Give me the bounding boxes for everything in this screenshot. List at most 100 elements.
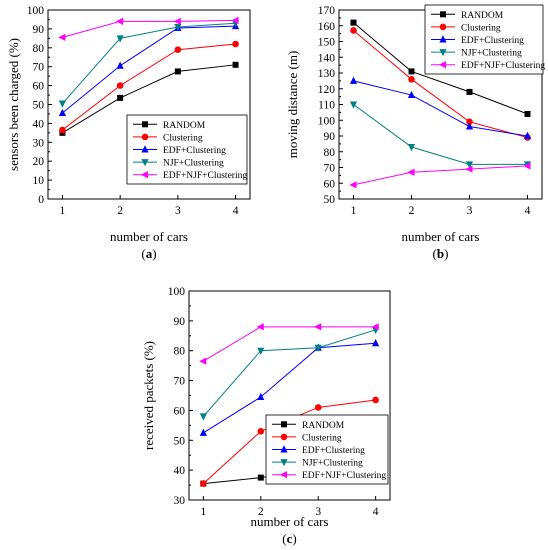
data-point — [117, 94, 124, 101]
legend-marker — [280, 433, 288, 441]
y-tick-label: 30 — [33, 137, 45, 149]
series-edf-njf-clustering — [349, 162, 531, 189]
data-point — [465, 165, 473, 173]
data-point — [257, 347, 265, 355]
legend-label: NJF+Clustering — [461, 49, 522, 59]
data-point — [59, 126, 66, 134]
series-line — [353, 30, 528, 139]
panel-label: (a) — [141, 246, 156, 261]
y-tick-label: 100 — [168, 286, 186, 298]
data-point — [407, 90, 416, 99]
legend-marker — [440, 11, 446, 18]
data-point — [257, 474, 264, 481]
series-line — [62, 22, 236, 104]
y-tick-label: 70 — [33, 62, 45, 74]
panel-label: (b) — [433, 246, 449, 261]
series-line — [62, 25, 236, 114]
series-edf-njf-clustering — [199, 323, 379, 365]
y-tick-label: 100 — [318, 115, 336, 127]
legend-marker — [141, 145, 149, 153]
series-njf-clustering — [349, 101, 532, 169]
legend-marker — [438, 61, 446, 69]
y-axis-title: moving distance (m) — [285, 51, 300, 159]
x-tick-label: 1 — [351, 205, 357, 217]
legend-label: EDF+Clustering — [163, 146, 226, 156]
y-tick-label: 50 — [33, 100, 45, 112]
data-point — [407, 168, 415, 176]
legend-label: EDF+Clustering — [302, 446, 365, 456]
data-point — [314, 344, 322, 352]
y-tick-label: 80 — [33, 43, 45, 55]
data-point — [372, 396, 379, 404]
data-point — [58, 33, 66, 42]
x-tick-label: 4 — [525, 205, 531, 217]
data-point — [58, 108, 67, 117]
series-line — [353, 165, 528, 186]
data-point — [173, 17, 181, 25]
x-tick-label: 3 — [175, 205, 181, 217]
y-tick-label: 140 — [318, 52, 336, 64]
data-point — [466, 88, 473, 95]
y-tick-label: 90 — [324, 131, 336, 143]
x-tick-label: 2 — [258, 506, 264, 518]
chart-panel-3: 30 40 50 60 70 80 90 100 1 2 3 4 number of cars recei… — [141, 286, 391, 546]
data-point — [371, 323, 379, 331]
legend-label: RANDOM — [163, 121, 206, 131]
data-point — [314, 404, 322, 411]
data-point — [350, 27, 357, 34]
y-tick-label: 70 — [324, 163, 336, 175]
legend-label: Clustering — [163, 133, 203, 143]
legend-label: NJF+Clustering — [163, 159, 224, 169]
y-tick-label: 90 — [174, 316, 186, 328]
series-line — [203, 326, 376, 362]
legend-marker — [439, 23, 447, 31]
chart-panel-1: 0 10 20 30 40 50 60 70 80 90 100 1 2 3 4 number of cars… — [6, 5, 251, 261]
y-tick-label: 50 — [174, 435, 186, 447]
series-line — [62, 43, 236, 131]
y-tick-label: 20 — [33, 156, 45, 168]
data-point — [115, 17, 124, 25]
series-edf-clustering — [58, 21, 240, 117]
x-tick-label: 2 — [409, 205, 415, 217]
data-point — [372, 339, 380, 347]
y-tick-label: 170 — [318, 5, 336, 17]
series-line — [353, 22, 528, 115]
data-point — [407, 144, 416, 152]
series-njf-clustering — [199, 326, 380, 421]
data-point — [256, 323, 264, 331]
panel-label: (c) — [282, 531, 296, 546]
y-tick-label: 60 — [174, 405, 186, 417]
y-tick-label: 100 — [27, 5, 45, 17]
data-point — [408, 68, 415, 75]
legend-marker — [281, 421, 287, 428]
legend-label: EDF+NJF+Clustering — [461, 61, 545, 71]
legend-label: RANDOM — [461, 11, 504, 21]
data-point — [174, 68, 181, 75]
y-tick-label: 0 — [38, 194, 44, 206]
data-point — [523, 162, 531, 170]
x-axis-title: number of cars — [251, 514, 329, 529]
series-line — [62, 64, 236, 134]
legend: RANDOM Clustering EDF+Clustering NJF+Cluste… — [265, 414, 389, 485]
data-point — [174, 46, 182, 53]
legend-marker — [280, 459, 288, 467]
y-tick-label: 160 — [318, 21, 336, 33]
legend-label: Clustering — [302, 433, 342, 443]
y-tick-label: 110 — [318, 100, 335, 112]
series-line — [203, 342, 376, 434]
data-point — [465, 161, 474, 169]
y-tick-label: 40 — [174, 465, 186, 477]
legend-marker — [141, 133, 149, 141]
series-line — [62, 19, 236, 38]
series-random — [350, 19, 531, 117]
x-tick-label: 1 — [60, 205, 66, 217]
data-point — [314, 323, 322, 331]
y-tick-label: 90 — [33, 24, 45, 36]
legend: RANDOM Clustering EDF+Clustering NJF+Cluste… — [126, 114, 248, 185]
y-tick-label: 60 — [324, 178, 336, 190]
legend-marker — [140, 171, 148, 179]
legend-label: Clustering — [461, 23, 501, 33]
series-line — [353, 80, 528, 137]
data-point — [408, 76, 415, 83]
